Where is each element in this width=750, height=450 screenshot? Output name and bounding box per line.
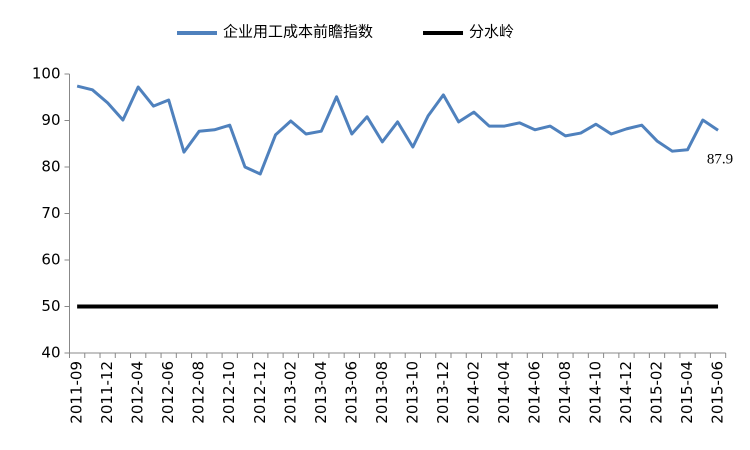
x-tick-label: 2012-08 — [190, 361, 208, 424]
x-tick-label: 2013-12 — [434, 361, 452, 424]
x-tick-label: 2013-08 — [373, 361, 391, 424]
y-tick-label: 60 — [41, 251, 60, 269]
x-tick-label: 2014-02 — [464, 361, 482, 424]
x-tick-label: 2011-12 — [98, 361, 116, 424]
x-tick-label: 2013-06 — [342, 361, 360, 424]
y-tick-label: 100 — [32, 65, 61, 83]
x-tick-label: 2012-06 — [159, 361, 177, 424]
data-label: 87.9 — [707, 152, 733, 168]
legend-label: 企业用工成本前瞻指数 — [223, 23, 373, 41]
x-tick-label: 2012-04 — [129, 361, 147, 424]
y-tick-label: 40 — [41, 344, 60, 362]
x-tick-label: 2013-10 — [403, 361, 421, 424]
y-tick-label: 70 — [41, 204, 60, 222]
x-tick-label: 2014-12 — [617, 361, 635, 424]
x-tick-label: 2015-02 — [648, 361, 666, 424]
x-tick-label: 2012-10 — [220, 361, 238, 424]
x-tick-label: 2015-06 — [709, 361, 727, 424]
x-tick-label: 2014-10 — [586, 361, 604, 424]
y-tick-label: 50 — [41, 297, 60, 315]
x-tick-label: 2015-04 — [678, 361, 696, 424]
x-tick-label: 2011-09 — [68, 361, 86, 424]
x-tick-label: 2014-08 — [556, 361, 574, 424]
x-tick-label: 2013-02 — [281, 361, 299, 424]
x-tick-label: 2014-04 — [495, 361, 513, 424]
x-tick-label: 2014-06 — [525, 361, 543, 424]
y-tick-label: 90 — [41, 111, 60, 129]
series-line — [76, 84, 719, 176]
legend-label: 分水岭 — [469, 23, 514, 41]
x-tick-label: 2013-04 — [312, 361, 330, 424]
y-tick-label: 80 — [41, 158, 60, 176]
x-tick-label: 2012-12 — [251, 361, 269, 424]
